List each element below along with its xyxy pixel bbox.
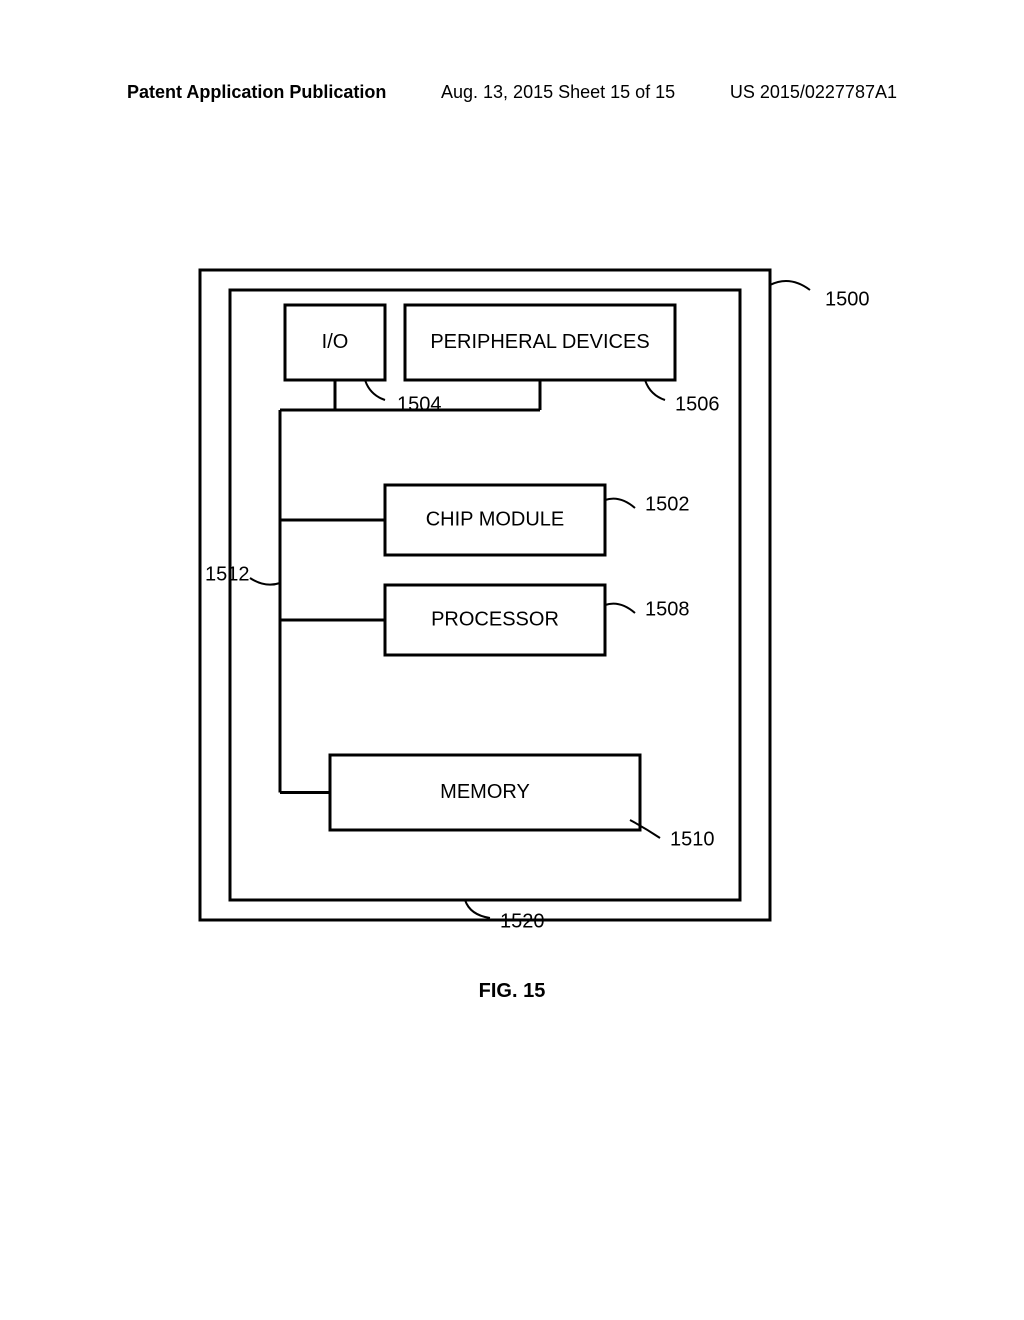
page: Patent Application Publication Aug. 13, …	[0, 0, 1024, 1320]
ref-1508: 1508	[645, 598, 690, 620]
ref-1520: 1520	[500, 910, 545, 932]
io-label: I/O	[322, 331, 349, 353]
ref-1504: 1504	[397, 393, 442, 415]
leader-1504	[365, 380, 385, 400]
leader-1512	[250, 578, 280, 585]
page-header: Patent Application Publication Aug. 13, …	[0, 82, 1024, 103]
leader-1502	[605, 499, 635, 508]
peripheral-label: PERIPHERAL DEVICES	[430, 331, 649, 353]
header-pub-number: US 2015/0227787A1	[730, 82, 897, 103]
header-date-sheet: Aug. 13, 2015 Sheet 15 of 15	[441, 82, 675, 103]
header-publication: Patent Application Publication	[127, 82, 386, 103]
memory-label: MEMORY	[440, 781, 530, 803]
ref-1512: 1512	[205, 563, 250, 585]
leader-1500	[770, 281, 810, 290]
ref-1502: 1502	[645, 493, 690, 515]
diagram: I/O PERIPHERAL DEVICES CHIP MODULE PROCESSO…	[170, 260, 870, 965]
leader-1520	[465, 900, 490, 918]
leader-1506	[645, 380, 665, 400]
block-diagram-svg: I/O PERIPHERAL DEVICES CHIP MODULE PROCESSO…	[170, 260, 870, 960]
ref-1506: 1506	[675, 393, 720, 415]
ref-1500: 1500	[825, 288, 870, 310]
ref-1510: 1510	[670, 828, 715, 850]
header-row: Patent Application Publication Aug. 13, …	[127, 82, 897, 103]
figure-label: FIG. 15	[0, 980, 1024, 1003]
chip-module-label: CHIP MODULE	[426, 508, 565, 530]
leader-1508	[605, 604, 635, 613]
processor-label: PROCESSOR	[431, 608, 559, 630]
